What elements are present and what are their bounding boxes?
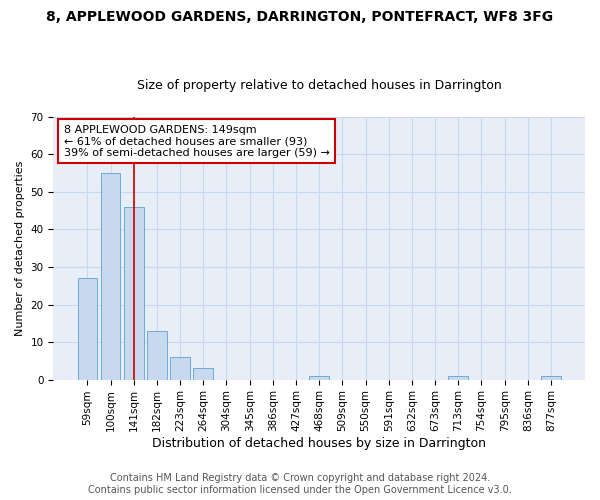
Bar: [170, 357, 190, 380]
X-axis label: Distribution of detached houses by size in Darrington: Distribution of detached houses by size …: [152, 437, 486, 450]
Title: Size of property relative to detached houses in Darrington: Size of property relative to detached ho…: [137, 79, 502, 92]
Text: 8 APPLEWOOD GARDENS: 149sqm
← 61% of detached houses are smaller (93)
39% of sem: 8 APPLEWOOD GARDENS: 149sqm ← 61% of det…: [64, 124, 330, 158]
Bar: [310, 376, 329, 380]
Bar: [448, 376, 468, 380]
Bar: [101, 173, 121, 380]
Bar: [124, 207, 143, 380]
Bar: [77, 278, 97, 380]
Bar: [147, 331, 167, 380]
Bar: [193, 368, 213, 380]
Y-axis label: Number of detached properties: Number of detached properties: [15, 160, 25, 336]
Text: Contains HM Land Registry data © Crown copyright and database right 2024.
Contai: Contains HM Land Registry data © Crown c…: [88, 474, 512, 495]
Text: 8, APPLEWOOD GARDENS, DARRINGTON, PONTEFRACT, WF8 3FG: 8, APPLEWOOD GARDENS, DARRINGTON, PONTEF…: [46, 10, 554, 24]
Bar: [541, 376, 561, 380]
